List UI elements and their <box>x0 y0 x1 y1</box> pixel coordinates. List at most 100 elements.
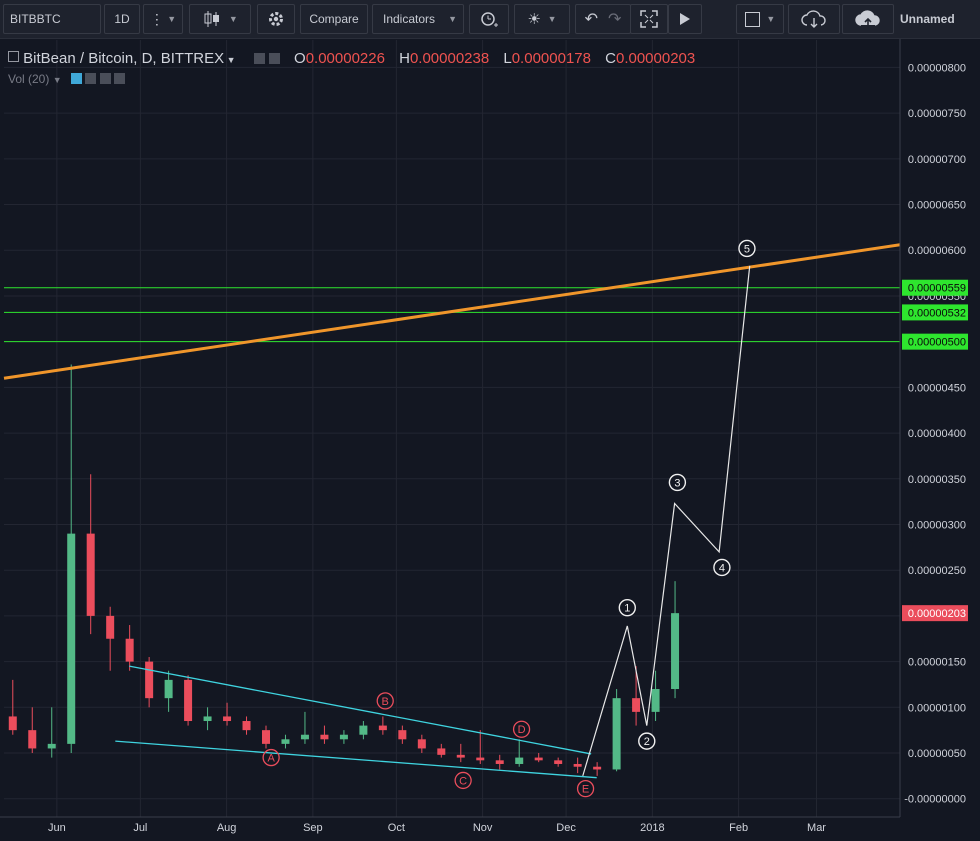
impulse-label-text: 1 <box>624 603 630 615</box>
time-tick-label: Oct <box>388 822 405 834</box>
elliott-impulse-path <box>582 265 751 777</box>
replay-button[interactable] <box>668 4 702 34</box>
chevron-down-icon: ▼ <box>547 14 557 24</box>
drawing-style-button[interactable]: ▼ <box>736 4 784 34</box>
chevron-down-icon[interactable]: ▼ <box>224 55 236 65</box>
alert-button[interactable] <box>469 4 509 34</box>
settings-small-icon[interactable] <box>268 53 280 64</box>
symbol-title[interactable]: BitBean / Bitcoin, D, BITTREX <box>23 50 225 67</box>
candle-body <box>495 760 504 764</box>
candle-body <box>300 734 309 740</box>
wave-label-text: D <box>518 724 526 736</box>
candle-body <box>262 730 270 744</box>
wave-label-circle <box>454 771 472 790</box>
wave-label-text: E <box>582 784 589 796</box>
top-toolbar: BITBBTC 1D ⋮ ▼ ▼ Compare Indicators ▼ ☀ ▼… <box>0 0 980 39</box>
eye-icon[interactable] <box>70 73 82 84</box>
candle-body <box>320 734 329 740</box>
close-icon[interactable] <box>114 73 125 84</box>
volume-legend[interactable]: Vol (20) ▼ <box>8 72 125 86</box>
price-axis-background <box>900 39 980 841</box>
impulse-label-circle <box>738 239 756 258</box>
play-icon <box>680 13 690 25</box>
compare-button[interactable]: Compare <box>300 4 368 34</box>
theme-button[interactable]: ☀ ▼ <box>514 4 570 34</box>
volume-label: Vol (20) <box>8 72 50 86</box>
redo-icon[interactable]: ↷ <box>608 11 622 28</box>
interval-more-button[interactable]: ⋮ ▼ <box>143 4 183 34</box>
time-tick-label: Sep <box>303 822 323 834</box>
symbol-text: BITBBTC <box>10 12 61 26</box>
chart-area[interactable]: A B C D E 1 2 3 4 5 0.00000800 0.00000750 0.0000070… <box>0 39 980 841</box>
level-price-badge-label: 0.00000500 <box>908 337 966 349</box>
cyan-wedge-line <box>129 665 592 755</box>
time-tick-label: Dec <box>556 822 576 834</box>
candle-body <box>67 533 76 744</box>
price-tick-label: 0.00000350 <box>908 474 966 486</box>
impulse-label-text: 3 <box>674 477 680 489</box>
undo-redo-group: ↶ ↷ <box>575 4 631 34</box>
price-tick-label: -0.00000000 <box>904 794 966 806</box>
candle-body <box>86 533 95 616</box>
eye-icon[interactable] <box>253 53 265 64</box>
candle-body <box>612 698 621 770</box>
price-tick-label: 0.00000650 <box>908 200 966 212</box>
load-layout-button[interactable] <box>788 4 840 34</box>
open-label: O <box>294 50 306 67</box>
candle-body <box>164 679 173 699</box>
price-chart[interactable]: A B C D E 1 2 3 4 5 0.00000800 0.00000750 0.0000070… <box>0 39 980 841</box>
undo-icon[interactable]: ↶ <box>584 11 598 28</box>
time-tick-label: Nov <box>473 822 493 834</box>
low-label: L <box>503 50 512 67</box>
wave-label-circle <box>576 780 595 798</box>
level-price-badge <box>902 279 968 296</box>
wave-label-text: B <box>382 696 389 708</box>
settings-button[interactable] <box>257 4 295 34</box>
chevron-down-icon[interactable]: ▼ <box>52 75 62 85</box>
fullscreen-button[interactable] <box>630 4 668 34</box>
impulse-label-text: 2 <box>644 736 650 748</box>
candle-body <box>456 754 465 758</box>
more-vertical-icon: ⋮ <box>149 10 164 27</box>
layout-name-button[interactable]: Unnamed <box>896 4 980 34</box>
save-layout-button[interactable] <box>842 4 894 34</box>
price-tick-label: 0.00000400 <box>908 428 966 440</box>
wave-label-text: A <box>267 753 275 765</box>
candle-body <box>651 689 660 712</box>
candle-body <box>534 757 543 761</box>
price-tick-label: 0.00000450 <box>908 382 966 394</box>
candle-body <box>437 748 446 755</box>
chart-legend: BitBean / Bitcoin, D, BITTREX ▼ O0.00000… <box>8 50 695 67</box>
price-tick-label: 0.00000750 <box>908 108 966 120</box>
level-price-badge-label: 0.00000532 <box>908 307 966 319</box>
time-tick-label: Mar <box>807 822 826 834</box>
light-bulb-icon: ☀ <box>527 11 541 28</box>
wave-label-text: C <box>459 775 467 787</box>
level-price-badge-label: 0.00000559 <box>908 283 966 295</box>
impulse-label-circle <box>713 558 731 577</box>
impulse-label-circle <box>638 732 656 750</box>
candle-body <box>184 679 193 722</box>
candle-body <box>242 721 251 731</box>
price-tick-label: 0.00000600 <box>908 245 966 257</box>
candle-body <box>125 638 134 662</box>
add-icon[interactable] <box>99 73 111 84</box>
chart-type-button[interactable]: ▼ <box>189 4 251 34</box>
symbol-search[interactable]: BITBBTC <box>3 4 101 34</box>
last-price-badge-label: 0.00000203 <box>908 608 966 620</box>
open-value: 0.00000226 <box>305 50 385 67</box>
price-tick-label: 0.00000300 <box>908 519 966 531</box>
indicators-button[interactable]: Indicators ▼ <box>372 4 464 34</box>
settings-small-icon[interactable] <box>85 73 97 84</box>
candle-body <box>223 716 232 722</box>
close-value: 0.00000203 <box>615 50 696 67</box>
close-label: C <box>605 50 616 67</box>
candle-body <box>378 725 387 731</box>
chevron-down-icon: ▼ <box>766 14 776 24</box>
last-price-badge <box>902 605 968 622</box>
chevron-down-icon: ▼ <box>448 14 457 24</box>
collapse-box-icon[interactable] <box>8 51 19 62</box>
interval-button[interactable]: 1D <box>104 4 140 34</box>
chevron-down-icon: ▼ <box>228 14 238 24</box>
impulse-label-text: 4 <box>719 562 725 574</box>
